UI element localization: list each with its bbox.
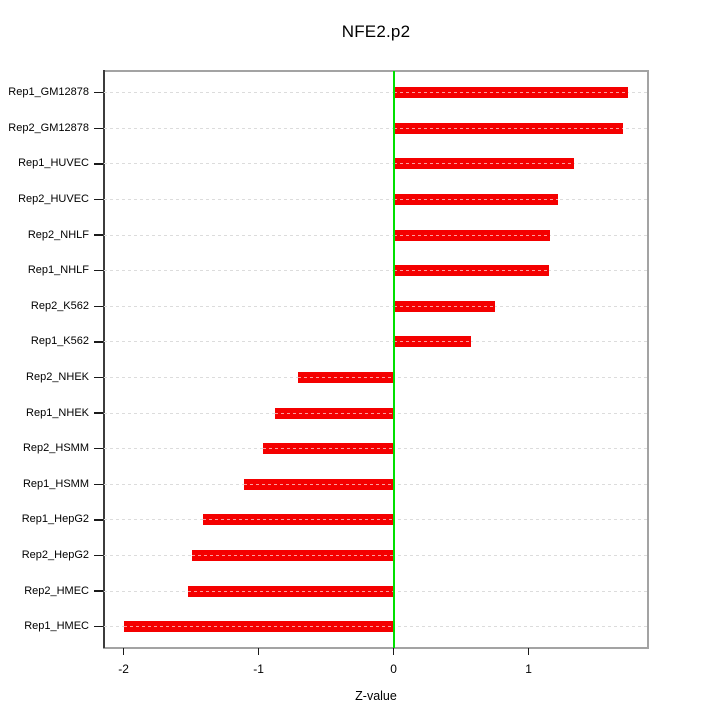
bar [243,478,394,490]
bar-gridline-overlay [393,341,471,343]
bar-gridline-overlay [123,626,394,628]
bar-gridline-overlay [393,163,575,165]
bar-gridline-overlay [393,199,559,200]
gridline [104,92,648,94]
bar-gridline-overlay [297,377,394,378]
y-tick-label: Rep2_NHEK [26,371,89,383]
y-tick [94,269,103,272]
bar [393,229,551,241]
bar-gridline-overlay [393,234,551,236]
bar [393,87,629,99]
x-axis-label: Z-value [355,689,397,703]
x-tick-label: -2 [118,662,129,676]
y-tick [94,590,103,592]
y-tick [94,163,103,165]
y-tick [94,91,103,94]
bar [188,585,394,597]
bar [393,158,575,170]
y-tick [94,127,103,130]
bar-gridline-overlay [274,412,394,414]
y-tick-label: Rep2_NHLF [27,228,89,241]
zero-reference-line [392,71,395,648]
bar [297,372,394,383]
y-tick [94,305,103,308]
y-tick-label: Rep2_GM12878 [8,121,89,134]
bar [393,265,549,277]
y-tick-label: Rep1_NHEK [26,406,89,419]
bar [192,550,394,561]
bar [123,621,394,633]
bar-gridline-overlay [203,519,394,521]
y-tick-label: Rep1_K562 [30,335,89,348]
plot-box-bottom-edge [103,647,649,649]
y-tick [94,625,103,628]
bar-gridline-overlay [393,127,624,129]
y-tick [94,341,103,343]
gridline [104,234,648,236]
y-tick-label: Rep2_HSMM [22,442,89,455]
bar [262,443,394,455]
y-tick-label: Rep1_HepG2 [21,513,89,526]
plot-area [104,71,648,648]
x-tick [257,648,260,655]
plot-box-left-edge [103,70,105,648]
bar-gridline-overlay [393,305,495,307]
y-tick [94,376,103,379]
gridline [104,199,648,200]
y-tick-label: Rep1_HMEC [24,620,89,633]
x-tick [392,648,395,655]
gridline [104,341,648,343]
bar-gridline-overlay [393,92,629,94]
y-tick-label: Rep2_HUVEC [18,193,89,205]
bar [393,194,559,205]
x-tick-label: 1 [525,662,532,676]
bar [274,407,394,419]
bar-gridline-overlay [243,483,394,485]
bar-gridline-overlay [192,555,394,556]
gridline [104,270,648,272]
x-tick [527,648,530,655]
y-tick-label: Rep2_HMEC [24,584,89,597]
y-tick-label: Rep1_HUVEC [18,157,89,170]
y-tick-label: Rep1_HSMM [22,477,89,490]
y-tick-label: Rep1_GM12878 [8,86,89,99]
bar [203,514,394,526]
gridline [104,163,648,165]
x-tick-label: 0 [390,662,397,676]
y-tick [94,234,103,236]
y-tick-label: Rep2_HepG2 [21,549,89,561]
bar [393,300,495,312]
gridline [104,305,648,307]
x-tick [122,648,125,655]
bar-gridline-overlay [393,270,549,272]
y-tick [94,447,103,450]
bar-gridline-overlay [188,590,394,592]
y-tick [94,519,103,521]
bar [393,336,471,348]
bar-gridline-overlay [262,448,394,450]
y-tick [94,198,103,201]
y-tick-label: Rep1_NHLF [27,264,89,277]
gridline [104,127,648,129]
x-tick-label: -1 [253,662,264,676]
plot-box-top-edge [103,70,649,72]
y-tick [94,483,103,486]
y-tick [94,554,103,557]
chart-title: NFE2.p2 [341,22,411,41]
y-tick-label: Rep2_K562 [30,299,89,312]
y-tick [94,412,103,414]
bar [393,122,624,134]
plot-box-right-edge [647,70,649,649]
